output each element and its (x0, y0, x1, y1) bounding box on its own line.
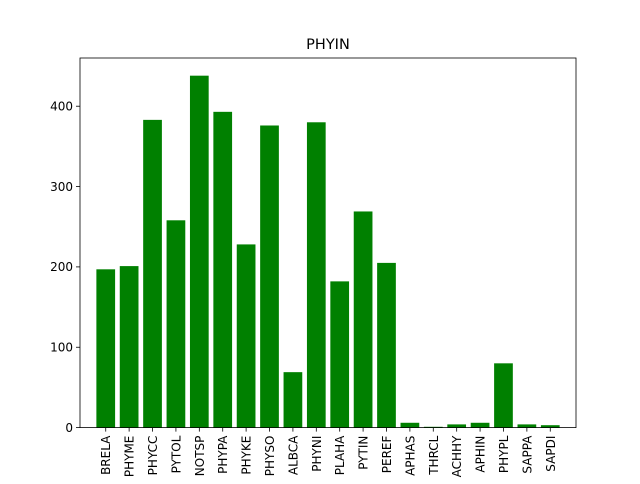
x-tick-label: PYTOL (169, 435, 183, 473)
x-tick-label: SAPPA (520, 435, 534, 474)
bar-phycc (143, 119, 162, 428)
bars-layer (96, 75, 560, 428)
x-tick-label: PHYSO (263, 436, 277, 477)
x-tick-label: PYTIN (357, 436, 371, 470)
bar-aphin (470, 422, 490, 428)
x-tick-label: ACHHY (450, 435, 464, 477)
bar-brela (96, 269, 116, 428)
x-tick-label: BRELA (99, 435, 113, 475)
x-tick-label: PLAHA (333, 435, 347, 475)
bar-phyke (236, 244, 256, 428)
bar-thrcl (423, 426, 443, 428)
x-tick-label: THRCL (427, 435, 441, 475)
y-tick-label: 200 (50, 260, 73, 274)
bar-phyni (306, 122, 326, 428)
plot-frame (79, 57, 577, 429)
y-tick-label: 300 (50, 180, 73, 194)
bar-phypa (213, 111, 233, 428)
bar-sapdi (540, 425, 560, 428)
bar-pytin (353, 211, 373, 428)
bar-phypl (494, 363, 513, 428)
bar-sappa (517, 424, 537, 428)
x-tick-label: PHYME (123, 436, 137, 478)
x-tick-label: PHYCC (146, 436, 160, 476)
x-tick-label: ALBCA (286, 435, 300, 475)
y-tick-label: 400 (50, 100, 73, 114)
bar-physo (260, 125, 279, 428)
x-axis: BRELA PHYME PHYCC PYTOL NOTSP PHYPA PHYKE PHYSO… (99, 428, 558, 478)
bar-aphas (400, 422, 420, 428)
y-tick-label: 100 (50, 341, 73, 355)
bar-achhy (447, 424, 467, 428)
x-tick-label: SAPDI (544, 436, 558, 472)
bar-albca (283, 372, 303, 428)
bar-pytol (166, 220, 186, 428)
chart-title: PHYIN (306, 37, 350, 53)
y-tick-label: 0 (65, 421, 73, 435)
x-tick-label: PHYPL (497, 435, 511, 473)
bar-phyme (119, 266, 139, 428)
x-tick-label: PEREF (380, 436, 394, 474)
bar-peref (377, 262, 396, 428)
x-tick-label: NOTSP (193, 436, 207, 477)
x-tick-label: PHYNI (310, 436, 324, 472)
x-tick-label: APHIN (474, 436, 488, 473)
bar-plaha (330, 281, 350, 428)
bar-notsp (189, 75, 209, 428)
x-tick-label: APHAS (403, 436, 417, 476)
x-tick-label: PHYKE (240, 436, 254, 475)
x-tick-label: PHYPA (216, 435, 230, 474)
y-axis: 0 100 200 300 400 (50, 100, 80, 435)
